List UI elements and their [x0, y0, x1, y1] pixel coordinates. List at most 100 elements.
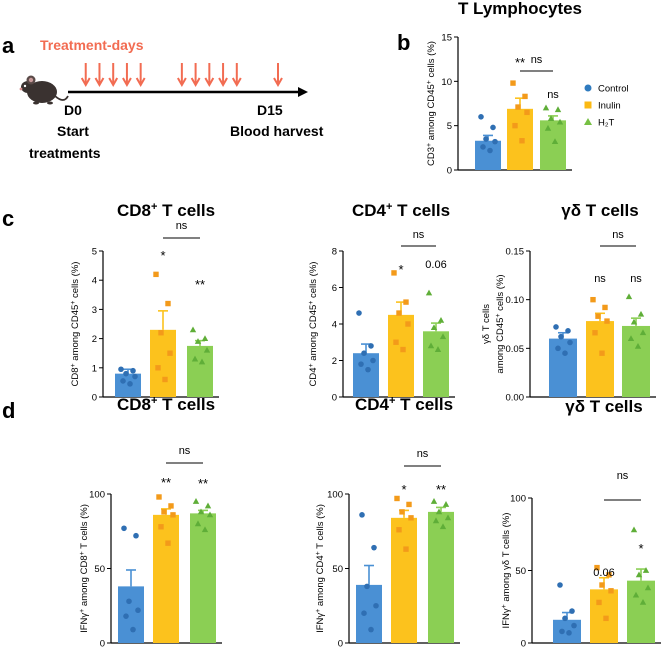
data-point: [203, 346, 211, 353]
significance-label: *: [638, 541, 643, 556]
title-part: CD8: [117, 201, 151, 220]
treatment-arrow-head: [204, 77, 215, 88]
data-point: [553, 324, 559, 330]
data-point: [356, 310, 362, 316]
data-point: [630, 318, 638, 325]
end-day-label: D15: [257, 102, 283, 118]
data-point: [642, 567, 650, 573]
treatment-arrow-head: [80, 77, 91, 88]
y-axis-label: CD4+ among CD45+ cells (%): [308, 262, 320, 387]
data-point: [444, 514, 452, 521]
bar-group-ht: [423, 289, 449, 397]
data-point: [165, 540, 171, 546]
data-point: [627, 335, 635, 341]
data-point: [487, 147, 493, 154]
y-label-part: among CD45: [70, 305, 81, 364]
y-tick-label: 100: [89, 490, 105, 501]
chart-title: γδ T cells: [565, 397, 642, 416]
significance-label: **: [161, 475, 171, 490]
data-point: [442, 501, 450, 507]
data-point: [430, 498, 438, 504]
treatment-arrow-day-12: [231, 63, 242, 88]
chart-title: CD8+ T cells: [117, 201, 215, 220]
data-point: [432, 517, 440, 524]
data-point: [625, 293, 633, 300]
y-label-part: +: [308, 301, 315, 305]
y-label-part: +: [495, 313, 502, 317]
treatment-arrow-day-3: [108, 63, 119, 88]
data-point: [439, 333, 447, 340]
bracket-label: ns: [531, 54, 543, 66]
data-point: [368, 626, 374, 633]
data-point: [120, 378, 126, 384]
data-point: [562, 350, 568, 357]
legend-triangle-marker: [584, 118, 592, 125]
bar: [428, 511, 454, 643]
data-point: [121, 525, 127, 532]
y-label-part: +: [79, 551, 86, 555]
y-tick-label: 100: [327, 490, 343, 501]
treatment-arrow-day-9: [190, 63, 201, 88]
data-point: [480, 144, 486, 150]
y-tick-label: 0: [447, 166, 452, 177]
y-tick-label: 2: [92, 334, 97, 345]
data-point: [189, 326, 197, 333]
chart-d3: γδ T cells 0 50 100 IFNγ+ among γδ T cells (…: [501, 397, 661, 650]
bar: [190, 513, 216, 643]
panel-letter-c: c: [2, 206, 14, 231]
significance-label: *: [401, 482, 406, 497]
y-label-part: +: [426, 143, 433, 147]
data-point: [483, 136, 489, 142]
data-point: [608, 588, 614, 594]
legend-label: Inulin: [598, 101, 621, 112]
legend-item-ht: H₂T: [584, 118, 615, 129]
y-tick-label: 0.05: [506, 344, 525, 355]
data-point: [162, 376, 168, 383]
data-point: [192, 498, 200, 504]
treatment-arrow-head: [231, 77, 242, 88]
y-axis-label: CD8+ among CD45+ cells (%): [70, 262, 82, 387]
legend-label: H₂T: [598, 118, 615, 129]
y-label-part: IFNγ: [501, 608, 512, 628]
title-part: CD4: [352, 201, 387, 220]
y-label-part: cells (%): [495, 274, 506, 313]
treatment-arrow-head: [108, 77, 119, 88]
data-point: [396, 527, 402, 533]
panel-letter-b: b: [397, 30, 410, 55]
treatment-arrow-head: [94, 77, 105, 88]
data-point: [522, 93, 528, 100]
data-point: [562, 615, 568, 622]
y-label-part: +: [308, 363, 315, 367]
data-point: [602, 304, 608, 311]
title-part: CD4: [355, 395, 390, 414]
treatment-arrow-day-5: [135, 63, 146, 88]
data-point: [156, 494, 162, 500]
data-point: [365, 366, 371, 373]
data-point: [130, 367, 136, 374]
data-point: [490, 124, 496, 131]
y-axis-label: among CD45+ cells (%): [495, 274, 507, 373]
y-axis-label: CD3+ among CD45+ cells (%): [426, 41, 438, 166]
y-label-part: IFNγ: [315, 613, 326, 633]
y-label-part: CD3: [426, 147, 437, 166]
data-point: [198, 358, 206, 365]
y-tick-label: 50: [515, 566, 526, 577]
y-label-part: among CD8: [79, 555, 90, 608]
data-point: [635, 571, 643, 578]
bar: [150, 329, 176, 397]
significance-label: *: [160, 248, 165, 263]
data-point: [604, 318, 610, 324]
data-point: [557, 582, 563, 588]
y-tick-label: 50: [332, 564, 343, 575]
y-axis-label: IFNγ+ among CD8+ T cells (%): [79, 504, 91, 633]
data-point: [130, 626, 136, 633]
data-point: [167, 350, 173, 356]
y-label-part: cells (%): [308, 262, 319, 301]
legend: Control Inulin H₂T: [584, 84, 629, 129]
bar-group-ht: [190, 498, 216, 643]
data-point: [599, 582, 605, 588]
y-label-part: cells (%): [426, 41, 437, 80]
